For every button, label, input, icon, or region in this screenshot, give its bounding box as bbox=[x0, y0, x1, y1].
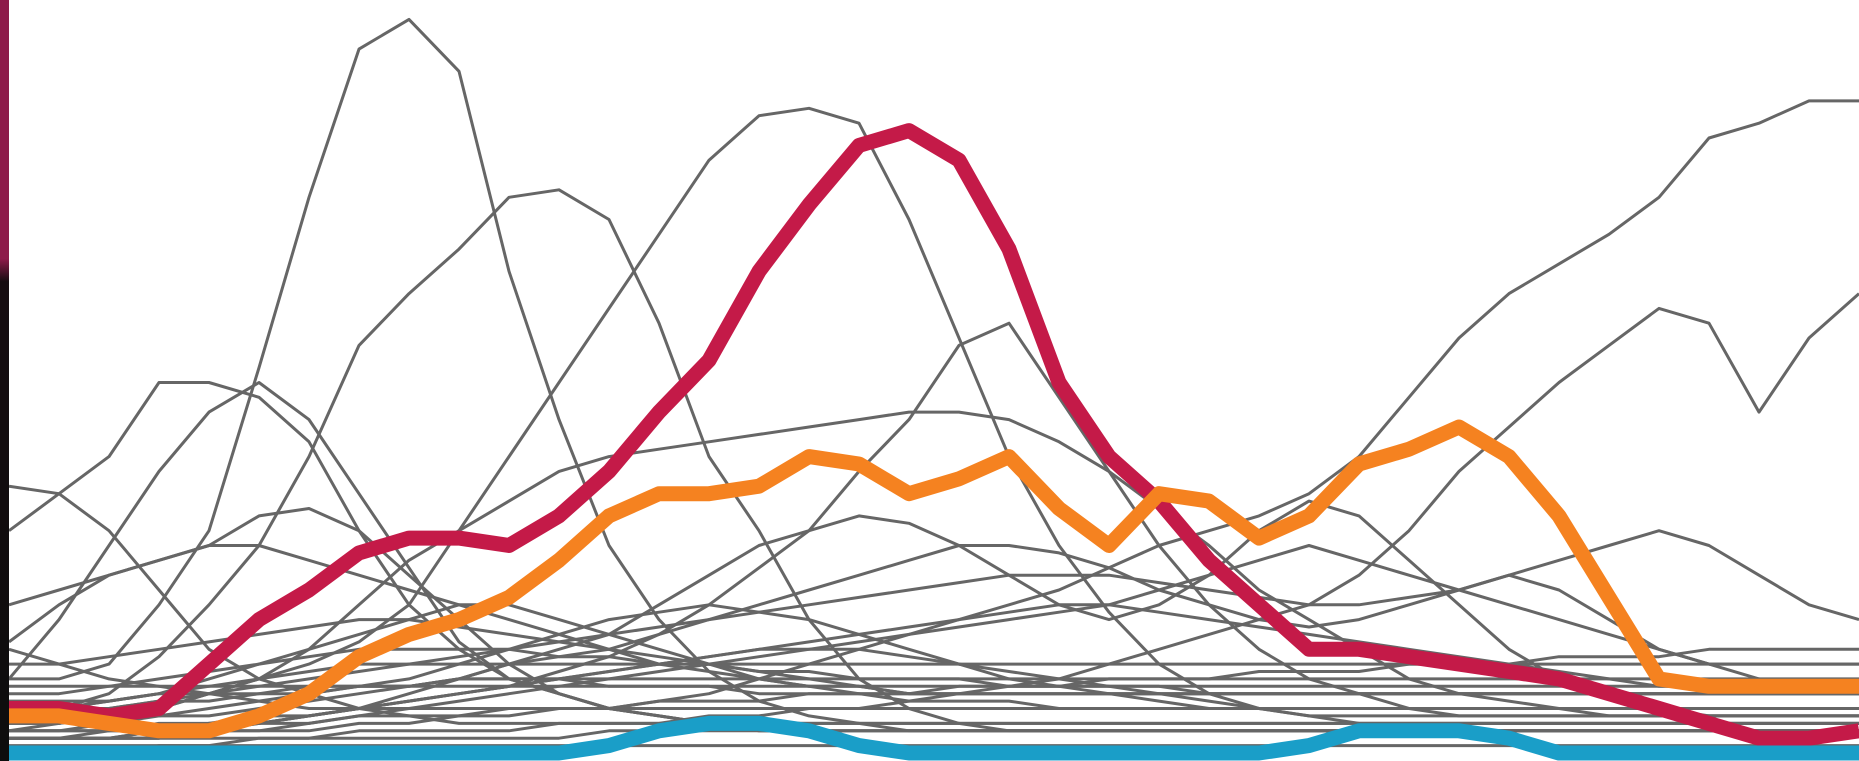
highlighted-series bbox=[9, 123, 1859, 761]
context-line-3 bbox=[9, 106, 1859, 733]
context-line-14 bbox=[9, 529, 1859, 725]
highlight-line-3 bbox=[9, 715, 1859, 761]
context-line-27 bbox=[9, 647, 1859, 733]
line-chart bbox=[9, 17, 1859, 761]
window-edge bbox=[0, 0, 9, 761]
chart-panel bbox=[9, 0, 1859, 761]
context-lines bbox=[9, 17, 1859, 755]
context-line-11 bbox=[9, 99, 1859, 740]
highlight-line-2 bbox=[9, 419, 1859, 739]
context-line-29 bbox=[9, 729, 1859, 748]
context-line-23 bbox=[9, 618, 1859, 696]
context-line-9 bbox=[9, 410, 1859, 725]
highlight-line-1 bbox=[9, 123, 1859, 746]
context-line-13 bbox=[9, 544, 1859, 733]
context-line-15 bbox=[9, 662, 1859, 710]
context-line-21 bbox=[9, 647, 1859, 740]
